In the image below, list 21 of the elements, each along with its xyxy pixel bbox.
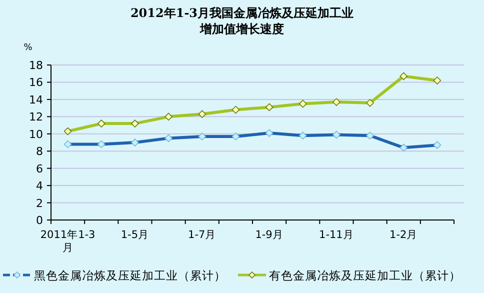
- y-tick-label: 16: [29, 76, 43, 90]
- y-tick-label: 8: [36, 145, 43, 158]
- y-tick-label: 10: [29, 128, 43, 141]
- chart-subtitle: 增加值增长速度: [199, 22, 284, 36]
- y-tick-label: 18: [29, 59, 43, 72]
- legend-label: 有色金属冶炼及压延加工业（累计）: [269, 268, 461, 282]
- x-tick-label: 1-7月: [188, 229, 216, 241]
- y-tick-label: 4: [36, 180, 43, 193]
- x-tick-label: 1-11月: [319, 229, 354, 241]
- y-tick-label: 14: [29, 93, 43, 106]
- y-tick-label: 12: [29, 110, 43, 124]
- legend-label: 黑色金属冶炼及压延加工业（累计）: [34, 268, 226, 282]
- y-tick-label: 6: [36, 162, 43, 176]
- y-axis-title: %: [24, 43, 33, 53]
- x-tick-label: 1-2月: [390, 229, 418, 241]
- chart-title: 2012年1-3月我国金属冶炼及压延加工业: [130, 6, 354, 20]
- y-tick-label: 2: [36, 196, 43, 210]
- x-tick-label: 2011年1-3月: [40, 229, 96, 254]
- y-tick-label: 0: [36, 214, 43, 227]
- x-tick-label: 1-9月: [255, 229, 284, 241]
- x-tick-label: 1-5月: [120, 229, 150, 241]
